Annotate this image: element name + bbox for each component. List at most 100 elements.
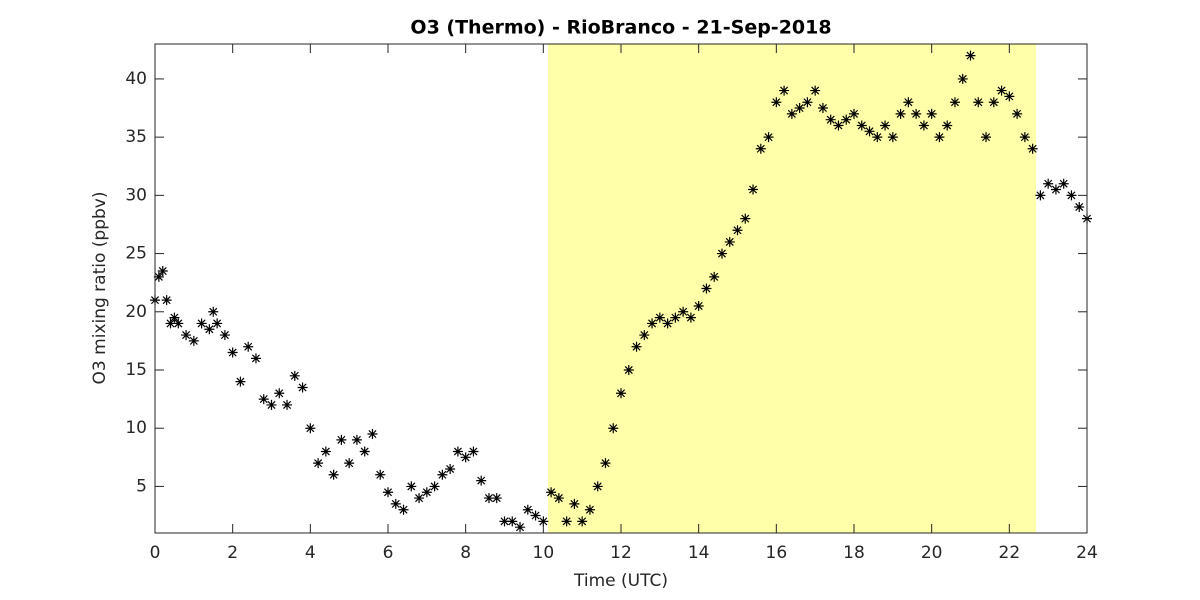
data-point xyxy=(825,114,836,125)
data-point xyxy=(1012,108,1023,119)
data-point xyxy=(1066,190,1077,201)
data-point xyxy=(887,132,898,143)
data-point xyxy=(662,318,673,329)
data-point xyxy=(592,481,603,492)
data-point xyxy=(623,365,634,375)
data-point xyxy=(864,126,875,137)
data-point xyxy=(282,399,293,410)
data-point xyxy=(732,225,743,236)
x-tick-label: 4 xyxy=(305,543,316,563)
data-point xyxy=(538,516,549,527)
data-point xyxy=(965,50,976,61)
data-point xyxy=(740,213,751,224)
data-point xyxy=(569,498,580,509)
data-point xyxy=(1074,202,1085,212)
data-point xyxy=(359,446,370,457)
data-point xyxy=(763,132,774,143)
data-point xyxy=(522,504,533,515)
data-point xyxy=(1043,178,1054,189)
data-point xyxy=(1058,178,1069,189)
data-point xyxy=(414,493,425,504)
data-point xyxy=(499,516,510,527)
data-point xyxy=(305,423,316,434)
x-tick-label: 18 xyxy=(843,543,865,563)
data-point xyxy=(639,330,650,341)
data-point xyxy=(274,388,285,399)
y-tick-label: 25 xyxy=(125,244,147,264)
y-axis-label: O3 mixing ratio (ppbv) xyxy=(90,192,110,385)
data-point xyxy=(491,493,502,504)
data-point xyxy=(460,452,471,463)
data-point xyxy=(856,120,867,131)
data-point xyxy=(1019,132,1030,143)
y-tick-label: 30 xyxy=(125,185,147,205)
data-point xyxy=(336,434,347,445)
data-point xyxy=(600,458,611,469)
data-point xyxy=(1035,190,1046,201)
data-point xyxy=(817,103,828,114)
data-point xyxy=(616,388,626,399)
data-point xyxy=(849,108,859,119)
data-point xyxy=(918,120,929,131)
data-point xyxy=(872,132,883,143)
data-point xyxy=(771,97,782,108)
data-point xyxy=(880,120,891,131)
x-tick-label: 8 xyxy=(460,543,471,563)
data-point xyxy=(957,73,968,84)
data-point xyxy=(895,108,906,119)
x-tick-label: 12 xyxy=(610,543,632,563)
data-point xyxy=(429,481,440,492)
data-point xyxy=(406,481,417,492)
data-point xyxy=(476,475,487,486)
data-point xyxy=(181,330,192,341)
y-tick-label: 5 xyxy=(136,476,147,496)
x-tick-label: 16 xyxy=(766,543,788,563)
data-point xyxy=(755,143,766,154)
data-point xyxy=(561,516,572,527)
data-point xyxy=(468,446,479,457)
data-point xyxy=(810,85,821,96)
data-point xyxy=(515,522,526,533)
data-point xyxy=(631,341,642,352)
data-point xyxy=(235,376,246,387)
data-point xyxy=(161,295,172,306)
data-point xyxy=(926,108,937,119)
data-point xyxy=(973,97,984,108)
data-point xyxy=(196,318,207,329)
data-point xyxy=(678,306,689,317)
data-point xyxy=(981,132,992,143)
data-point xyxy=(483,493,494,504)
data-point xyxy=(724,236,735,247)
x-tick-label: 22 xyxy=(999,543,1021,563)
chart-title: O3 (Thermo) - RioBranco - 21-Sep-2018 xyxy=(410,17,831,39)
data-point xyxy=(709,271,720,282)
data-point xyxy=(988,97,999,108)
data-point xyxy=(169,312,180,323)
y-tick-label: 35 xyxy=(125,127,147,147)
x-tick-label: 2 xyxy=(227,543,238,563)
data-point xyxy=(390,498,401,509)
x-tick-label: 20 xyxy=(921,543,943,563)
data-point xyxy=(693,300,704,311)
x-tick-label: 14 xyxy=(688,543,710,563)
y-tick-label: 15 xyxy=(125,360,147,380)
data-point xyxy=(437,469,448,480)
data-point xyxy=(421,487,432,498)
y-tick-label: 40 xyxy=(125,69,147,89)
data-point xyxy=(608,423,619,434)
x-tick-label: 10 xyxy=(533,543,555,563)
data-point xyxy=(250,353,261,364)
x-tick-label: 24 xyxy=(1076,543,1098,563)
data-point xyxy=(383,487,393,498)
data-point xyxy=(802,97,813,108)
data-point xyxy=(153,271,164,282)
data-point xyxy=(996,85,1007,96)
data-point xyxy=(452,446,463,457)
data-point xyxy=(289,370,300,381)
data-point xyxy=(748,184,759,195)
y-tick-label: 20 xyxy=(125,302,147,322)
data-point xyxy=(701,283,712,294)
data-point xyxy=(507,516,518,527)
data-point xyxy=(647,318,658,329)
